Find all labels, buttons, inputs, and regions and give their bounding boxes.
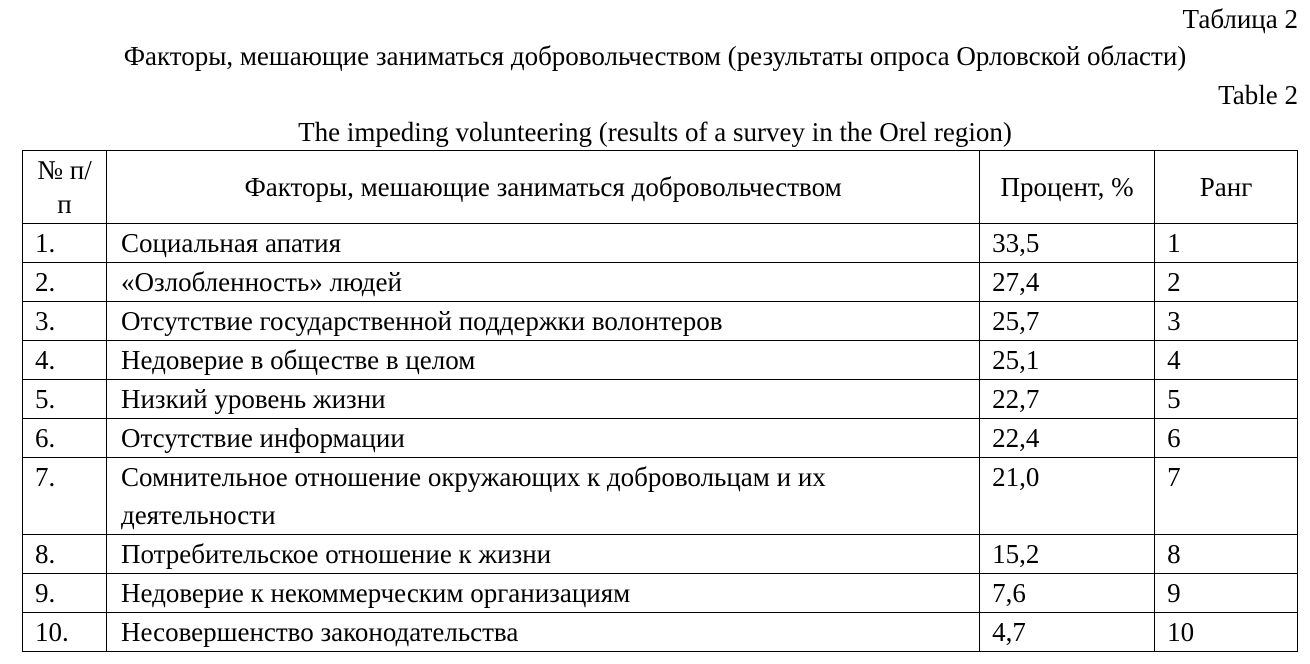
row-percent: 33,5 bbox=[979, 223, 1156, 263]
row-number: 2. bbox=[22, 262, 107, 302]
header-number: № п/п bbox=[22, 150, 107, 224]
row-number: 5. bbox=[22, 379, 107, 419]
row-number: 8. bbox=[22, 534, 107, 574]
row-rank: 8 bbox=[1154, 534, 1298, 574]
row-percent: 22,4 bbox=[979, 418, 1156, 458]
row-factor: Несовершенство законодательства bbox=[105, 612, 981, 652]
table-label-ru: Таблица 2 bbox=[1182, 4, 1298, 34]
header-factors: Факторы, мешающие заниматься добровольче… bbox=[105, 150, 981, 224]
row-factor: Отсутствие государственной поддержки вол… bbox=[105, 301, 981, 341]
table-row: 5. Низкий уровень жизни 22,7 5 bbox=[22, 379, 1298, 419]
row-factor: Сомнительное отношение окружающих к добр… bbox=[105, 457, 981, 535]
factors-table: № п/п Факторы, мешающие заниматься добро… bbox=[22, 150, 1298, 652]
table-row: 9. Недоверие к некоммерческим организация… bbox=[22, 573, 1298, 613]
header-row: № п/п Факторы, мешающие заниматься добро… bbox=[22, 150, 1298, 224]
table-row: 7. Сомнительное отношение окружающих к до… bbox=[22, 457, 1298, 535]
row-number: 7. bbox=[22, 457, 107, 535]
header-rank: Ранг bbox=[1154, 150, 1298, 224]
table-row: 2. «Озлобленность» людей 27,4 2 bbox=[22, 262, 1298, 302]
table-title-ru: Факторы, мешающие заниматься добровольче… bbox=[123, 41, 1187, 71]
row-rank: 7 bbox=[1154, 457, 1298, 535]
row-rank: 9 bbox=[1154, 573, 1298, 613]
table-row: 10. Несовершенство законодательства 4,7 10 bbox=[22, 612, 1298, 652]
row-rank: 5 bbox=[1154, 379, 1298, 419]
table-row: 1. Социальная апатия 33,5 1 bbox=[22, 223, 1298, 263]
row-number: 3. bbox=[22, 301, 107, 341]
row-rank: 4 bbox=[1154, 340, 1298, 380]
row-percent: 25,1 bbox=[979, 340, 1156, 380]
row-number: 1. bbox=[22, 223, 107, 263]
row-number: 6. bbox=[22, 418, 107, 458]
table-row: 6. Отсутствие информации 22,4 6 bbox=[22, 418, 1298, 458]
row-factor: Потребительское отношение к жизни bbox=[105, 534, 981, 574]
row-number: 10. bbox=[22, 612, 107, 652]
row-rank: 3 bbox=[1154, 301, 1298, 341]
table-title-en: The impeding volunteering (results of a … bbox=[298, 117, 1012, 147]
row-rank: 2 bbox=[1154, 262, 1298, 302]
header-percent: Процент, % bbox=[979, 150, 1156, 224]
table-row: 8. Потребительское отношение к жизни 15,2 8 bbox=[22, 534, 1298, 574]
row-percent: 22,7 bbox=[979, 379, 1156, 419]
row-percent: 27,4 bbox=[979, 262, 1156, 302]
row-factor: Недоверие к некоммерческим организациям bbox=[105, 573, 981, 613]
row-percent: 7,6 bbox=[979, 573, 1156, 613]
row-factor: Социальная апатия bbox=[105, 223, 981, 263]
table-label-en: Table 2 bbox=[1218, 80, 1298, 110]
row-factor: Низкий уровень жизни bbox=[105, 379, 981, 419]
row-percent: 4,7 bbox=[979, 612, 1156, 652]
row-number: 4. bbox=[22, 340, 107, 380]
table-row: 3. Отсутствие государственной поддержки в… bbox=[22, 301, 1298, 341]
row-factor: Отсутствие информации bbox=[105, 418, 981, 458]
row-factor: «Озлобленность» людей bbox=[105, 262, 981, 302]
row-percent: 15,2 bbox=[979, 534, 1156, 574]
row-rank: 1 bbox=[1154, 223, 1298, 263]
row-rank: 10 bbox=[1154, 612, 1298, 652]
row-number: 9. bbox=[22, 573, 107, 613]
row-percent: 25,7 bbox=[979, 301, 1156, 341]
row-percent: 21,0 bbox=[979, 457, 1156, 535]
row-factor: Недоверие в обществе в целом bbox=[105, 340, 981, 380]
row-rank: 6 bbox=[1154, 418, 1298, 458]
table-row: 4. Недоверие в обществе в целом 25,1 4 bbox=[22, 340, 1298, 380]
